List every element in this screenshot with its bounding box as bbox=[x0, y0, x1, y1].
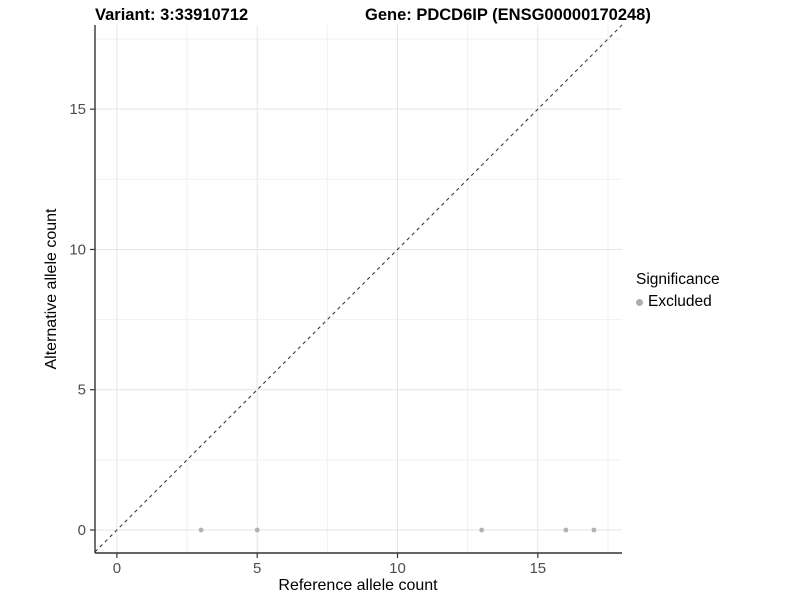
data-point bbox=[479, 527, 485, 533]
y-tick-label: 0 bbox=[78, 522, 86, 539]
y-axis-title: Alternative allele count bbox=[43, 208, 60, 370]
plot-title-gene: Gene: PDCD6IP (ENSG00000170248) bbox=[365, 6, 651, 24]
legend-title: Significance bbox=[636, 271, 720, 288]
x-tick-label: 0 bbox=[113, 560, 121, 577]
plot-title-variant: Variant: 3:33910712 bbox=[95, 6, 249, 24]
data-point bbox=[563, 527, 569, 533]
legend: Significance Excluded bbox=[636, 271, 720, 311]
y-tick-label: 15 bbox=[69, 101, 86, 118]
x-tick-label: 5 bbox=[253, 560, 261, 577]
identity-dashed-line bbox=[94, 24, 623, 553]
legend-item: Excluded bbox=[636, 293, 720, 311]
data-point bbox=[591, 527, 597, 533]
y-tick-label: 5 bbox=[78, 382, 86, 399]
x-tick-label: 15 bbox=[529, 560, 546, 577]
data-point bbox=[254, 527, 260, 533]
x-tick-label: 10 bbox=[389, 560, 406, 577]
legend-item-label: Excluded bbox=[648, 293, 712, 310]
y-tick-label: 10 bbox=[69, 241, 86, 258]
legend-items: Excluded bbox=[636, 293, 720, 311]
legend-swatch-dot bbox=[636, 298, 643, 306]
data-point bbox=[198, 527, 204, 533]
x-axis-title: Reference allele count bbox=[278, 577, 438, 594]
